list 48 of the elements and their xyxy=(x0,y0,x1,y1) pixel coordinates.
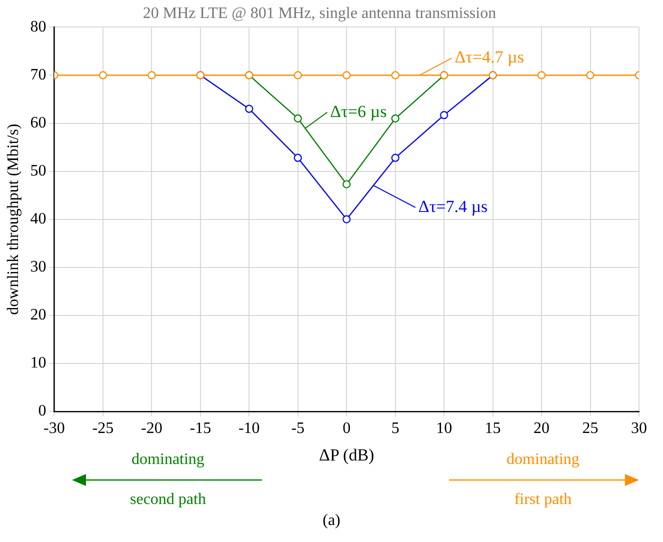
y-tick-label: 80 xyxy=(30,18,46,36)
point xyxy=(294,154,302,162)
x-tick-label: -10 xyxy=(238,420,260,438)
y-tick-label: 30 xyxy=(30,258,46,276)
y-tick-label: 20 xyxy=(30,306,46,324)
point xyxy=(294,71,302,80)
point xyxy=(391,154,400,162)
point xyxy=(98,71,107,80)
point xyxy=(342,215,351,224)
x-tick-label: -5 xyxy=(291,420,305,438)
legend-label: Δτ=7.4 µs xyxy=(418,196,488,216)
point xyxy=(245,104,254,113)
point xyxy=(537,71,546,80)
x-tick-label: -30 xyxy=(44,420,65,438)
y-tick-label: 50 xyxy=(30,162,46,180)
point xyxy=(391,71,400,80)
x-tick-label: -25 xyxy=(92,420,114,438)
text: dominating xyxy=(506,450,580,470)
x-tick-label: 10 xyxy=(436,420,452,438)
x-tick-label: 15 xyxy=(484,420,501,438)
point xyxy=(391,114,400,122)
y-tick-label: 70 xyxy=(30,66,46,84)
x-tick-label: 0 xyxy=(342,420,351,438)
x-tick-label: -15 xyxy=(190,420,212,438)
legend-label: Δτ=4.7 µs xyxy=(454,48,524,67)
text: dominating xyxy=(130,450,206,470)
chart-title: 20 MHz LTE @ 801 MHz, single antenna transmission xyxy=(142,4,496,22)
point xyxy=(148,71,156,80)
point xyxy=(586,71,594,80)
point xyxy=(294,114,302,122)
y-tick-label: 60 xyxy=(30,114,46,132)
point xyxy=(342,71,351,80)
text: first path xyxy=(513,490,573,510)
legend-label: Δτ=6 µs xyxy=(330,102,387,121)
point xyxy=(342,180,351,188)
x-tick-label: 20 xyxy=(534,420,550,438)
y-axis-title: downlink throughput (Mbit/s) xyxy=(4,124,22,315)
x-tick-label: 30 xyxy=(631,420,647,438)
y-tick-label: 0 xyxy=(38,402,46,420)
x-tick-label: 5 xyxy=(391,420,400,438)
point xyxy=(440,111,448,120)
x-tick-label: -20 xyxy=(141,420,162,438)
y-tick-label: 40 xyxy=(30,210,46,228)
y-tick-label: 10 xyxy=(30,354,46,372)
x-tick-label: 25 xyxy=(582,420,598,438)
text: second path xyxy=(129,490,207,510)
text: (a) xyxy=(322,512,342,530)
x-axis-title: ΔP (dB) xyxy=(319,445,374,464)
